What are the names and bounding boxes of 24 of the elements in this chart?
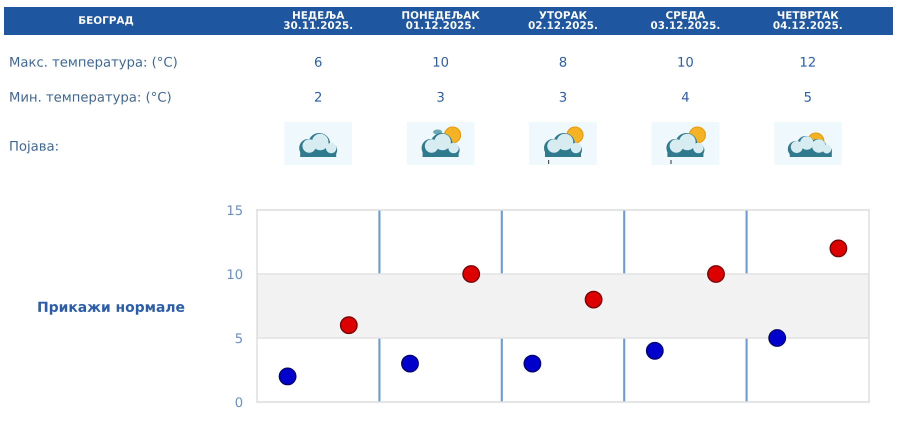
text: УТОРАК 02.12.2025.	[528, 11, 597, 30]
data-label: 5	[804, 92, 811, 102]
y-tick-label: 5	[236, 333, 242, 344]
text: Прикажи нормале	[38, 302, 184, 315]
data-label: 8	[560, 56, 566, 67]
data-label: 6	[314, 56, 322, 67]
data-label: 10	[434, 56, 448, 67]
data-label: 10	[678, 56, 693, 67]
data-label: 4	[682, 92, 689, 102]
text: Макс. температура: (°C)	[10, 56, 177, 70]
text: ЧЕТВРТАК 04.12.2025.	[773, 11, 842, 30]
text: ПОНЕДЕЉАК 01.12.2025.	[402, 11, 480, 30]
text: СРЕДА 03.12.2025.	[650, 11, 720, 30]
y-tick-label: 15	[228, 205, 242, 216]
y-tick-label: 10	[228, 269, 242, 280]
y-tick-label: 0	[236, 397, 242, 408]
data-label: 3	[560, 92, 566, 102]
text: Појава:	[10, 140, 58, 154]
text: БЕОГРАД	[79, 16, 134, 26]
data-label: 3	[437, 92, 444, 102]
text: Мин. температура: (°C)	[10, 92, 171, 104]
data-label: 12	[800, 56, 815, 67]
data-label: 2	[314, 92, 322, 102]
text: НЕДЕЉА 30.11.2025.	[284, 11, 352, 30]
